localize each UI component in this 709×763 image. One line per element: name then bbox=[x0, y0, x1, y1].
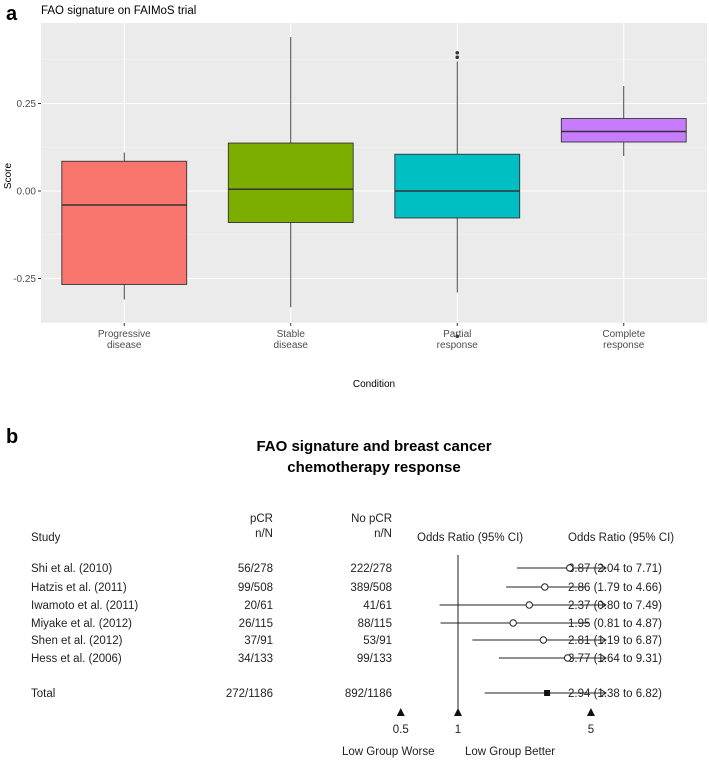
axis-tick-label: 5 bbox=[588, 724, 594, 736]
panel-a-title: FAO signature on FAIMoS trial bbox=[41, 5, 196, 17]
header-study: Study bbox=[31, 532, 61, 544]
box-body bbox=[61, 160, 188, 285]
header-pcr: pCR bbox=[250, 513, 273, 525]
axis-tick-marker bbox=[586, 708, 595, 716]
x-tick-label: Complete bbox=[602, 329, 645, 340]
study-row-4: Miyake et al. (2012) 26/115 88/115 1.95 (0.… bbox=[31, 618, 662, 630]
study-row-5: Shen et al. (2012) 37/91 53/91 2.81 (1.19 t… bbox=[31, 635, 662, 647]
study-row-3: Iwamoto et al. (2011) 20/61 41/61 2.37 (0.8… bbox=[31, 600, 662, 612]
x-tick-label: response bbox=[437, 340, 479, 351]
odds-ratio-text: 3.77 (1.64 to 9.31) bbox=[568, 653, 662, 665]
pcr-value: 20/61 bbox=[244, 600, 273, 612]
panel-b-axis: 0.5 1 5 bbox=[393, 555, 595, 736]
ci-arrow bbox=[599, 563, 607, 573]
footer-low-group-better: Low Group Better bbox=[465, 746, 555, 758]
x-tick-label: Stable bbox=[277, 329, 306, 340]
header-odds-text: Odds Ratio (95% CI) bbox=[568, 532, 674, 544]
ci-arrow bbox=[599, 600, 607, 610]
box-body bbox=[227, 142, 354, 223]
odds-ratio-text: 2.86 (1.79 to 4.66) bbox=[568, 582, 662, 594]
pcr-value: 56/278 bbox=[238, 563, 273, 575]
odds-ratio-text: 2.94 (1.38 to 6.82) bbox=[568, 688, 662, 700]
point-estimate bbox=[509, 619, 517, 627]
pcr-value: 272/1186 bbox=[226, 688, 273, 700]
panel-a-boxes bbox=[61, 37, 687, 339]
pooled-estimate-square bbox=[544, 690, 551, 696]
box-body bbox=[394, 153, 521, 219]
odds-ratio-text: 2.37 (0.80 to 7.49) bbox=[568, 600, 662, 612]
outlier-point bbox=[455, 55, 460, 60]
no-pcr-value: 53/91 bbox=[363, 635, 392, 647]
y-tick-label: -0.25 bbox=[13, 274, 36, 285]
study-row-1: Shi et al. (2010) 56/278 222/278 3.87 (2.04… bbox=[31, 563, 662, 575]
axis-tick-marker bbox=[396, 708, 405, 716]
point-estimate bbox=[525, 601, 533, 609]
header-pcr-nN: n/N bbox=[255, 528, 273, 540]
odds-ratio-text: 1.95 (0.81 to 4.87) bbox=[568, 618, 662, 630]
study-name: Shi et al. (2010) bbox=[31, 563, 112, 575]
y-tick-label: 0.00 bbox=[17, 187, 37, 198]
panel-a-y-axis-title: Score bbox=[3, 163, 14, 190]
total-row: Total 272/1186 892/1186 2.94 (1.38 to 6.82) bbox=[31, 688, 662, 700]
panel-a-letter: a bbox=[6, 3, 18, 25]
no-pcr-value: 892/1186 bbox=[345, 688, 392, 700]
panel-b-letter: b bbox=[6, 426, 18, 448]
axis-tick-marker bbox=[454, 708, 462, 716]
pcr-value: 37/91 bbox=[244, 635, 273, 647]
point-estimate bbox=[541, 583, 549, 591]
pcr-value: 26/115 bbox=[239, 618, 273, 630]
x-tick-label: disease bbox=[107, 340, 142, 351]
panel-b-title-line-2: chemotherapy response bbox=[287, 459, 460, 476]
study-name: Hess et al. (2006) bbox=[31, 653, 122, 665]
ci-arrow bbox=[599, 635, 607, 645]
panel-b-rows: Shi et al. (2010) 56/278 222/278 3.87 (2.04… bbox=[31, 563, 662, 700]
x-tick-label: Partial bbox=[443, 329, 471, 340]
box-2 bbox=[227, 37, 354, 308]
study-row-2: Hatzis et al. (2011) 99/508 389/508 2.86 (1… bbox=[31, 582, 662, 594]
point-estimate bbox=[563, 654, 572, 662]
x-tick-label: disease bbox=[274, 340, 309, 351]
study-name: Total bbox=[31, 688, 55, 700]
point-estimate bbox=[566, 564, 574, 572]
ci-arrow bbox=[599, 653, 607, 663]
panel-b-title-line-1: FAO signature and breast cancer bbox=[256, 438, 491, 455]
x-tick-label: response bbox=[603, 340, 645, 351]
axis-tick-label: 0.5 bbox=[393, 724, 409, 736]
study-row-6: Hess et al. (2006) 34/133 99/133 3.77 (1.64… bbox=[31, 653, 662, 665]
ci-arrow bbox=[599, 688, 607, 698]
odds-ratio-text: 2.81 (1.19 to 6.87) bbox=[568, 635, 662, 647]
pcr-value: 34/133 bbox=[238, 653, 273, 665]
y-tick-label: 0.25 bbox=[17, 99, 37, 110]
no-pcr-value: 88/115 bbox=[358, 618, 392, 630]
no-pcr-value: 389/508 bbox=[350, 582, 392, 594]
box-4 bbox=[560, 86, 687, 156]
no-pcr-value: 222/278 bbox=[350, 563, 392, 575]
header-no-pcr: No pCR bbox=[351, 513, 392, 525]
outlier-point bbox=[455, 334, 460, 339]
study-name: Shen et al. (2012) bbox=[31, 635, 123, 647]
axis-tick-label: 1 bbox=[455, 724, 461, 736]
box-1 bbox=[61, 152, 188, 300]
panel-a-x-axis: ProgressivediseaseStablediseasePartialre… bbox=[98, 323, 646, 351]
study-name: Hatzis et al. (2011) bbox=[31, 582, 127, 594]
no-pcr-value: 99/133 bbox=[357, 653, 392, 665]
box-3 bbox=[394, 50, 521, 339]
point-estimate bbox=[539, 636, 548, 644]
no-pcr-value: 41/61 bbox=[363, 600, 392, 612]
odds-ratio-text: 3.87 (2.04 to 7.71) bbox=[568, 563, 662, 575]
x-tick-label: Progressive bbox=[98, 329, 151, 340]
header-odds-plot: Odds Ratio (95% CI) bbox=[417, 532, 523, 544]
footer-low-group-worse: Low Group Worse bbox=[342, 746, 434, 758]
outlier-point bbox=[455, 50, 460, 55]
box-body bbox=[560, 118, 687, 143]
panel-a-y-axis: -0.25 0.00 0.25 bbox=[13, 99, 41, 285]
panel-a-x-axis-title: Condition bbox=[353, 379, 395, 390]
header-no-pcr-nN: n/N bbox=[374, 528, 392, 540]
study-name: Miyake et al. (2012) bbox=[31, 618, 132, 630]
study-name: Iwamoto et al. (2011) bbox=[31, 600, 138, 612]
pcr-value: 99/508 bbox=[238, 582, 273, 594]
